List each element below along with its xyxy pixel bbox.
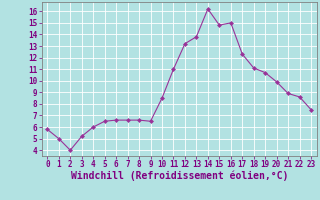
X-axis label: Windchill (Refroidissement éolien,°C): Windchill (Refroidissement éolien,°C) xyxy=(70,171,288,181)
